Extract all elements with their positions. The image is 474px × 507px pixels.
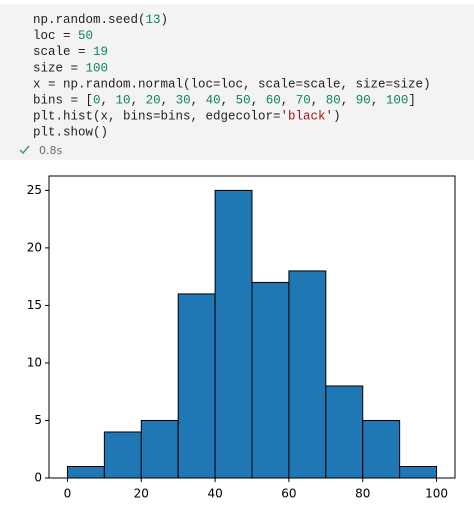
code-line: np.random.seed(13) [33, 13, 168, 27]
code-line: x = np.random.normal(loc=loc, scale=scal… [33, 78, 431, 92]
bar [177, 293, 216, 479]
x-tick-label: 80 [355, 487, 370, 501]
code-line: plt.hist(x, bins=bins, edgecolor='black'… [33, 110, 341, 124]
code-cell [0, 4, 474, 160]
code-block: np.random.seed(13) loc = 50 scale = 19 size… [33, 13, 431, 140]
x-tick-label: 40 [207, 487, 222, 501]
code-line: plt.show() [33, 126, 108, 140]
bar [288, 270, 327, 479]
exec-time: 0.8s [39, 144, 62, 157]
y-tick-label: 10 [27, 355, 42, 369]
bar [325, 385, 364, 479]
chart: 0 5 10 15 20 25 0 20 40 60 80 100 [27, 175, 456, 501]
y-tick-label: 5 [34, 413, 42, 427]
y-tick-label: 0 [34, 471, 42, 485]
bar [103, 431, 142, 479]
bar [66, 465, 105, 479]
success-icon [19, 145, 30, 155]
code-line: scale = 19 [33, 45, 108, 59]
x-tick-label: 0 [64, 487, 72, 501]
bar [251, 281, 290, 479]
code-line: size = 100 [33, 62, 108, 76]
code-line: bins = [0, 10, 20, 30, 40, 50, 60, 70, 8… [33, 94, 416, 108]
y-tick-label: 20 [27, 240, 42, 254]
plot-frame [48, 175, 456, 479]
code-line: loc = 50 [33, 29, 93, 43]
x-tick-label: 20 [134, 487, 149, 501]
y-tick-label: 15 [27, 298, 42, 312]
bar [399, 465, 438, 479]
x-tick-label: 100 [425, 487, 448, 501]
y-tick-label: 25 [27, 183, 42, 197]
bar [140, 419, 179, 479]
bar [362, 419, 401, 479]
bar [214, 189, 253, 479]
x-tick-label: 60 [281, 487, 296, 501]
